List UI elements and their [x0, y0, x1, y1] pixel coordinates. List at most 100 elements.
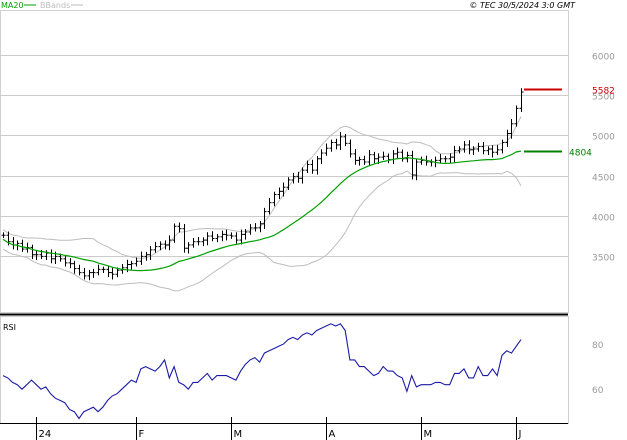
price-bar	[471, 146, 476, 156]
rsi-line	[2, 323, 522, 420]
price-y-tick-label: 4500	[592, 174, 615, 184]
price-y-tick-label: 6000	[592, 53, 615, 63]
bbands-upper-line	[2, 116, 522, 260]
price-bar	[414, 159, 419, 181]
price-bar	[305, 160, 310, 173]
price-bar	[210, 231, 215, 242]
price-bar	[167, 235, 172, 251]
price-bar	[129, 260, 134, 270]
price-bar	[182, 223, 187, 253]
ma20-line	[2, 150, 522, 272]
price-bar	[334, 138, 339, 150]
price-bar	[77, 264, 82, 276]
price-bar	[291, 172, 296, 184]
price-bar	[248, 224, 253, 235]
price-bar	[448, 153, 453, 164]
price-bar	[505, 129, 510, 147]
price-bar	[315, 155, 320, 175]
rsi-y-tick-labels: 60 80	[592, 341, 604, 396]
price-bar	[148, 246, 153, 260]
bbands-lines	[2, 116, 522, 292]
price-bar	[68, 258, 73, 269]
price-bar	[310, 159, 315, 174]
price-bar	[400, 149, 405, 162]
price-bar	[91, 268, 96, 278]
price-bar	[1, 232, 6, 239]
price-bar	[410, 150, 415, 180]
price-bar	[353, 149, 358, 165]
x-axis-tick-label: A	[329, 429, 336, 440]
price-bar	[343, 133, 348, 147]
price-bar	[262, 207, 267, 230]
price-bars	[1, 88, 524, 281]
price-bar	[277, 187, 282, 199]
price-bar	[457, 146, 462, 154]
rsi-y-tick-label: 60	[592, 386, 604, 396]
price-bar	[324, 143, 329, 156]
price-bar	[300, 167, 305, 184]
price-bar	[134, 257, 139, 267]
x-axis-tick-label: F	[139, 429, 145, 440]
x-axis-tick-label: J	[518, 429, 522, 440]
legend: MA20 BBands	[1, 1, 83, 10]
price-bar	[486, 146, 491, 156]
price-bar	[87, 269, 92, 281]
price-bar	[72, 260, 77, 274]
price-bar	[438, 154, 443, 164]
price-bar	[267, 197, 272, 215]
price-bar	[490, 145, 495, 158]
price-bar	[509, 119, 514, 139]
rsi-line-group	[2, 323, 522, 420]
price-gridlines	[0, 55, 568, 257]
rsi-panel: RSI 60 80	[0, 316, 604, 424]
price-bar	[362, 155, 367, 165]
bbands-lower-line	[2, 170, 522, 292]
x-axis: 24 F M A M J	[0, 417, 568, 440]
price-bar	[258, 221, 263, 233]
level-markers: 5582 4804	[524, 87, 615, 159]
price-bar	[215, 234, 220, 243]
price-bar	[163, 240, 168, 250]
price-bar	[467, 140, 472, 155]
rsi-y-tick-label: 80	[592, 341, 604, 351]
price-bar	[186, 242, 191, 254]
price-panel: 3500 4000 4500 5000 5500 6000 5582 4804	[0, 10, 615, 313]
price-bar	[272, 191, 277, 207]
price-bar	[201, 237, 206, 247]
x-axis-tick-label: M	[424, 429, 433, 440]
price-bar	[205, 232, 210, 246]
copyright-timestamp: © TEC 30/5/2024 3:0 GMT	[469, 1, 576, 10]
price-bar	[386, 153, 391, 164]
price-bar	[281, 182, 286, 197]
price-bar	[11, 236, 16, 250]
price-bar	[348, 139, 353, 158]
x-axis-tick-label: M	[234, 429, 243, 440]
price-bar	[372, 151, 377, 164]
price-bar	[443, 155, 448, 163]
price-y-tick-label: 5500	[592, 93, 615, 103]
price-bar	[500, 139, 505, 154]
price-bar	[196, 236, 201, 246]
price-bar	[319, 149, 324, 164]
level-label: 5582	[592, 87, 615, 97]
price-y-tick-label: 3500	[592, 254, 615, 264]
price-bar	[172, 223, 177, 243]
price-bar	[234, 232, 239, 244]
price-bar	[63, 255, 68, 267]
price-bar	[253, 223, 258, 232]
price-y-tick-labels: 3500 4000 4500 5000 5500 6000	[592, 53, 615, 264]
price-bar	[110, 267, 115, 280]
ma20-line-group	[2, 150, 522, 272]
price-bar	[519, 88, 524, 112]
price-y-tick-label: 4000	[592, 214, 615, 224]
price-bar	[220, 230, 225, 242]
price-bar	[462, 141, 467, 153]
rsi-title: RSI	[3, 323, 16, 332]
price-bar	[239, 229, 244, 245]
price-bar	[514, 105, 519, 127]
price-bar	[286, 177, 291, 191]
price-bar	[34, 250, 39, 260]
price-bar	[30, 244, 35, 260]
price-panel-frame	[0, 10, 569, 313]
